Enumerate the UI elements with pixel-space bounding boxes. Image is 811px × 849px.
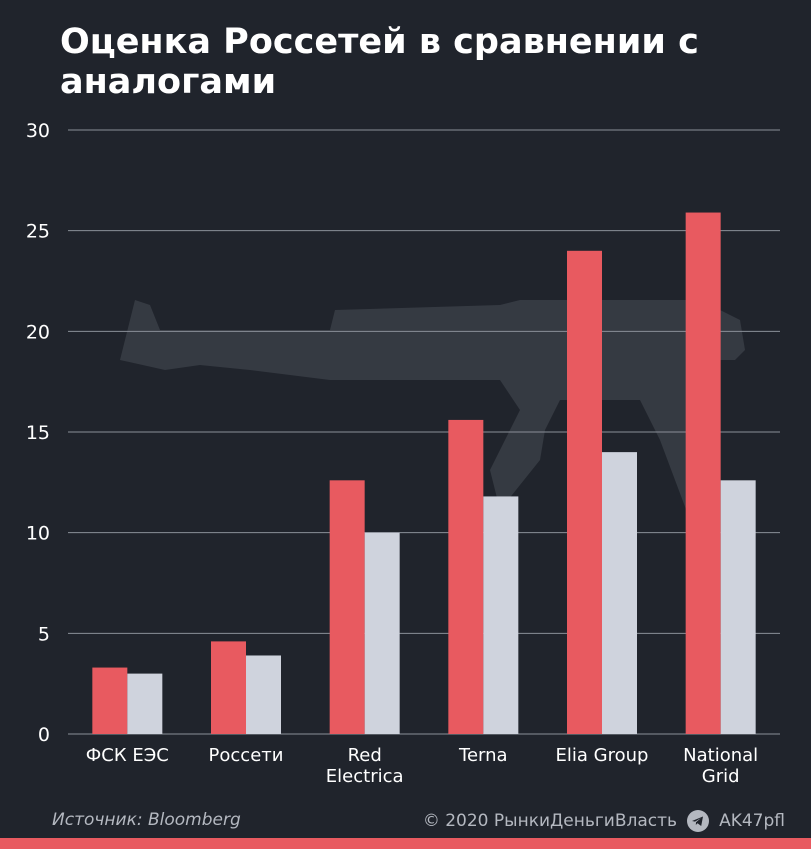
footer-credits: © 2020 РынкиДеньгиВласть AK47pfl — [423, 810, 785, 832]
x-tick-label: Россети — [209, 745, 284, 766]
bar-series-1-3 — [448, 419, 484, 734]
x-tick-label: Elia Group — [556, 745, 649, 766]
rifle-watermark — [120, 300, 745, 520]
x-tick-label: Electrica — [326, 766, 404, 787]
y-axis-ticks: 0 5 10 15 20 25 30 — [26, 120, 50, 746]
x-tick-label: Terna — [458, 745, 508, 766]
x-tick-label: Red — [348, 745, 382, 766]
bar-series-2-0 — [127, 673, 163, 734]
bar-series-2-2 — [364, 532, 400, 734]
bar-series-1-1 — [211, 641, 246, 734]
y-tick-label: 0 — [38, 724, 50, 746]
y-tick-label: 5 — [38, 623, 50, 645]
grid-lines — [68, 129, 780, 735]
bar-series-1-2 — [329, 480, 365, 734]
bar-series-1-0 — [92, 667, 128, 734]
channel-name[interactable]: AK47pfl — [719, 811, 785, 831]
y-tick-label: 25 — [26, 221, 50, 243]
bar-series-2-1 — [246, 655, 281, 734]
y-tick-label: 20 — [26, 321, 50, 343]
bar-series-2-3 — [483, 496, 519, 734]
chart-title: Оценка Россетей в сравнении с аналогами — [60, 22, 699, 102]
source-note: Источник: Bloomberg — [52, 810, 241, 830]
y-tick-label: 30 — [26, 120, 50, 142]
bar-series-2-4 — [602, 452, 637, 734]
telegram-icon — [687, 810, 710, 832]
bottom-accent-strip — [0, 838, 811, 849]
x-tick-label: National — [683, 745, 758, 766]
bars — [92, 212, 756, 735]
bar-series-1-4 — [567, 250, 602, 735]
x-tick-label: ФСК ЕЭС — [86, 745, 169, 766]
bar-series-1-5 — [685, 212, 721, 735]
y-tick-label: 15 — [26, 422, 50, 444]
y-tick-label: 10 — [26, 523, 50, 545]
copyright-text: © 2020 РынкиДеньгиВласть — [422, 811, 678, 831]
bar-series-2-5 — [720, 480, 756, 734]
x-tick-label: Grid — [702, 766, 740, 787]
